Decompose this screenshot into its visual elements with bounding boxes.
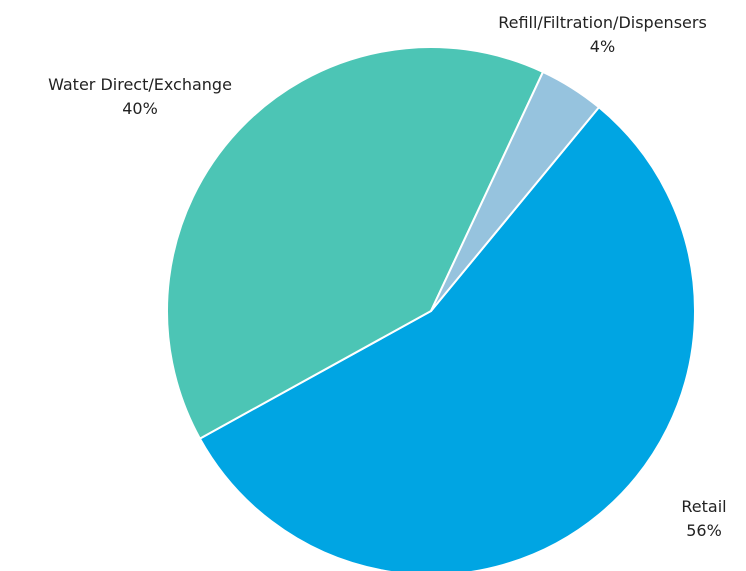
slice-name-retail: Retail bbox=[681, 497, 727, 516]
slice-label-refill: Refill/Filtration/Dispensers 4% bbox=[460, 11, 745, 59]
slice-name-refill: Refill/Filtration/Dispensers bbox=[498, 13, 707, 32]
slice-name-water-direct: Water Direct/Exchange bbox=[48, 75, 232, 94]
slice-percent-water-direct: 40% bbox=[122, 99, 158, 118]
slice-percent-retail: 56% bbox=[686, 521, 722, 540]
slice-percent-refill: 4% bbox=[589, 37, 616, 56]
pie-slice-retail bbox=[198, 106, 696, 571]
pie-slice-water-direct bbox=[166, 46, 544, 440]
slice-label-retail: Retail 56% bbox=[670, 495, 738, 543]
pie-slice-refill bbox=[430, 70, 600, 312]
slice-label-water-direct: Water Direct/Exchange 40% bbox=[0, 73, 280, 121]
